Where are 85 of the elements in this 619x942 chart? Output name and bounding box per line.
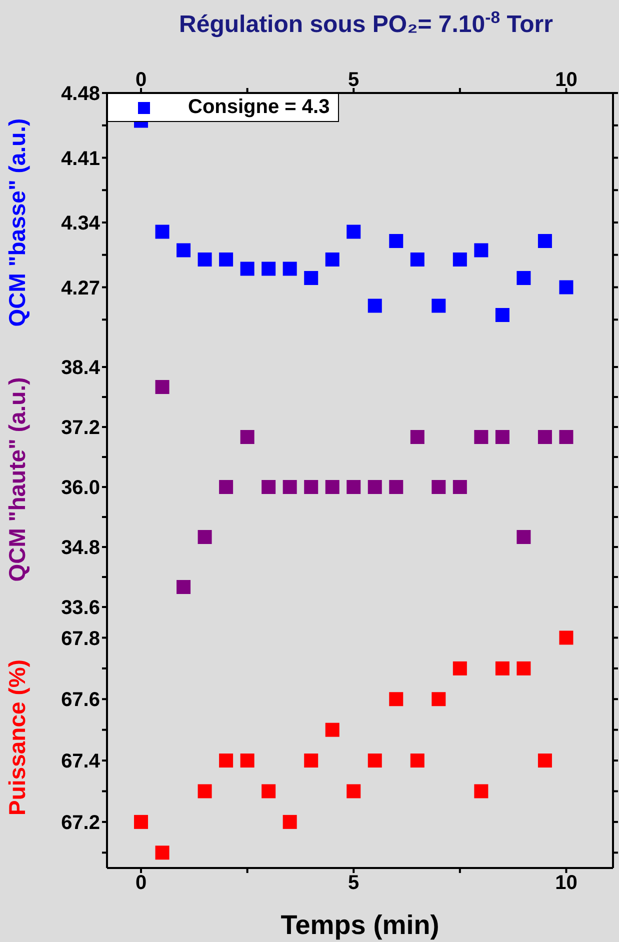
point (368, 754, 382, 768)
point (198, 252, 212, 266)
point (516, 661, 531, 676)
y-tick-label: 4.27 (61, 277, 100, 300)
point (155, 846, 170, 860)
y-tick-label: 4.41 (61, 148, 100, 170)
x2-tick-label: 0 (135, 69, 147, 91)
point (368, 480, 382, 494)
point (346, 784, 361, 798)
point (176, 243, 191, 258)
point (516, 530, 531, 544)
point (304, 271, 318, 285)
y-axis-title: QCM "haute" (a.u.) (4, 377, 30, 582)
x-tick-label: 0 (135, 872, 147, 894)
point (325, 480, 340, 494)
point (282, 814, 297, 829)
point (452, 661, 467, 676)
x2-tick-label: 10 (555, 69, 578, 91)
point (389, 234, 404, 248)
y-axis-title: QCM "basse" (a.u.) (4, 118, 30, 327)
point (240, 262, 254, 276)
x-tick-label: 5 (348, 872, 360, 894)
y-tick-label: 36.0 (61, 477, 100, 500)
y-tick-label: 67.6 (61, 689, 100, 712)
y-tick-label: 4.34 (61, 212, 101, 235)
point (538, 430, 552, 444)
point (474, 430, 488, 444)
point (304, 754, 318, 768)
point (219, 480, 234, 494)
y-tick-label: 4.48 (61, 83, 100, 106)
point (325, 722, 340, 737)
point (198, 530, 212, 544)
point (262, 784, 276, 798)
y-axis-title: Puissance (%) (4, 660, 30, 816)
x-tick-label: 10 (555, 872, 578, 894)
point (452, 480, 467, 494)
point (474, 784, 488, 798)
point (155, 224, 170, 239)
point (389, 692, 404, 706)
x2-axis-title: Régulation sous PO₂= 7.10$^{-8}$ Torr (179, 8, 553, 38)
point (304, 480, 318, 494)
point (282, 262, 297, 276)
y-tick-label: 67.8 (61, 628, 100, 650)
point (198, 784, 212, 798)
point (219, 754, 234, 768)
point (346, 480, 361, 494)
y-tick-label: 67.4 (61, 750, 101, 773)
legend-label: Consigne = 4.3 (188, 96, 330, 119)
point (538, 754, 552, 768)
point (432, 298, 446, 313)
point (262, 480, 276, 494)
point (538, 234, 552, 248)
x-axis-title: Temps (min) (280, 910, 440, 940)
point (219, 252, 234, 266)
point (559, 430, 574, 444)
point (240, 430, 254, 444)
point (516, 271, 531, 285)
point (559, 280, 574, 294)
point (432, 480, 446, 494)
point (155, 380, 170, 394)
y-tick-label: 33.6 (61, 597, 100, 620)
y-tick-label: 67.2 (61, 812, 100, 834)
point (452, 252, 467, 266)
point (368, 298, 382, 313)
point (410, 430, 424, 444)
y-tick-label: 38.4 (61, 357, 101, 380)
point (262, 262, 276, 276)
point (176, 580, 191, 594)
point (134, 814, 148, 829)
point (474, 243, 488, 258)
point (495, 308, 510, 322)
point (389, 480, 404, 494)
point (559, 630, 574, 645)
y-tick-label: 37.2 (61, 417, 100, 440)
y-tick-label: 34.8 (61, 537, 100, 560)
point (410, 754, 424, 768)
point (346, 224, 361, 239)
point (282, 480, 297, 494)
point (495, 430, 510, 444)
point (240, 754, 254, 768)
point (325, 252, 340, 266)
point (410, 252, 424, 266)
x2-tick-label: 5 (348, 69, 360, 91)
point (432, 692, 446, 706)
point (495, 661, 510, 676)
